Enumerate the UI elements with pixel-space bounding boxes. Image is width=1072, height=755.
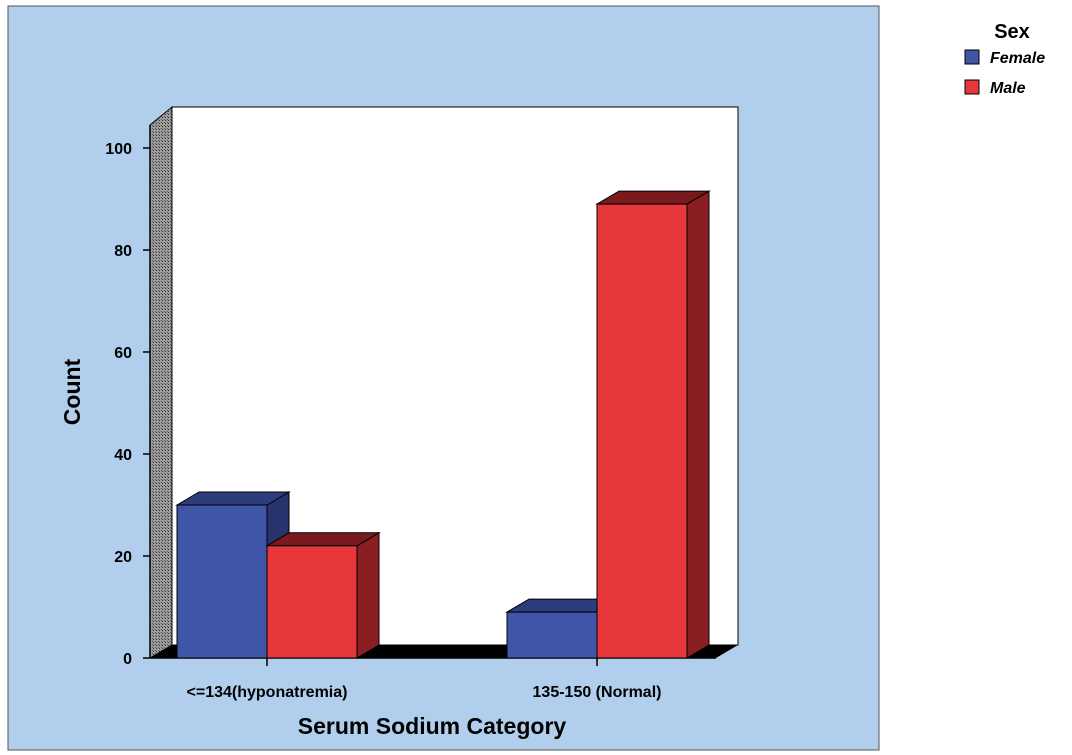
legend-title: Sex (994, 21, 1030, 43)
legend-label-male: Male (990, 80, 1026, 97)
y-tick-label: 80 (114, 243, 132, 260)
legend-label-female: Female (990, 50, 1045, 67)
bars (175, 190, 711, 659)
bar-side (686, 190, 710, 659)
bar-front (176, 504, 268, 659)
y-tick-label: 20 (114, 549, 132, 566)
x-axis-label: Serum Sodium Category (298, 713, 567, 739)
bar-male-2 (595, 190, 711, 659)
y-tick-label: 40 (114, 447, 132, 464)
bar-front (266, 545, 358, 659)
y-tick-label: 60 (114, 345, 132, 362)
bar-side (356, 531, 380, 659)
x-axis-ticks: <=134(hyponatremia) 135-150 (Normal) (187, 658, 662, 701)
x-tick-label: <=134(hyponatremia) (187, 684, 348, 701)
y-tick-label: 0 (123, 651, 132, 668)
bar-male-1 (265, 531, 381, 659)
y-tick-label: 100 (105, 141, 132, 158)
y-axis-label: Count (59, 358, 85, 425)
left-wall (149, 105, 173, 659)
legend: Sex Female Male (964, 21, 1045, 97)
bar-front (506, 611, 598, 659)
legend-swatch-female (964, 49, 980, 65)
x-tick-label: 135-150 (Normal) (533, 684, 662, 701)
y-axis-ticks: 0 20 40 60 80 100 (105, 141, 150, 668)
legend-swatch-male (964, 79, 980, 95)
bar-front (596, 203, 688, 659)
